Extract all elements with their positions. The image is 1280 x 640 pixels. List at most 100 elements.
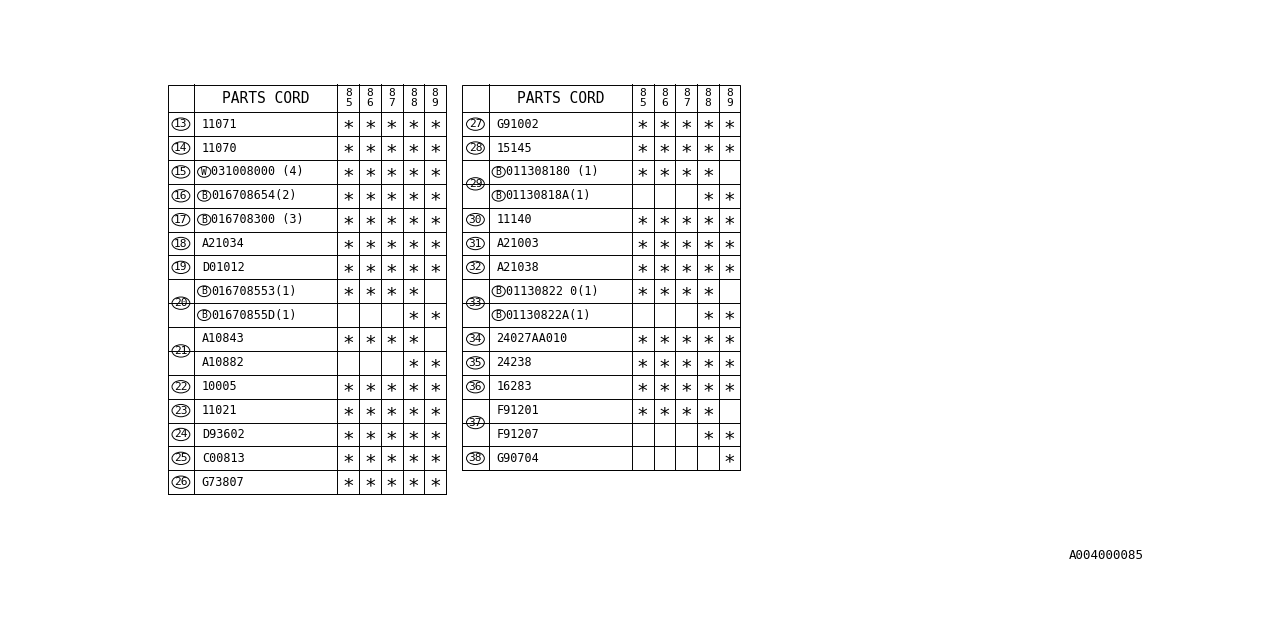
Text: ∗: ∗ [429,138,442,157]
Text: ∗: ∗ [429,115,442,134]
Text: ∗: ∗ [681,210,692,229]
Text: ∗: ∗ [385,115,398,134]
Text: 8
9: 8 9 [726,88,733,108]
Text: ∗: ∗ [723,330,736,349]
Text: 15: 15 [174,167,188,177]
Text: ∗: ∗ [429,401,442,420]
Text: ∗: ∗ [701,186,714,205]
Text: ∗: ∗ [681,353,692,372]
Text: ∗: ∗ [429,377,442,396]
Text: A004000085: A004000085 [1069,549,1144,562]
Text: 27: 27 [468,119,483,129]
Text: ∗: ∗ [637,163,649,181]
Text: ∗: ∗ [723,234,736,253]
Text: 14: 14 [174,143,188,153]
Text: G91002: G91002 [497,118,539,131]
Text: 031008000 (4): 031008000 (4) [211,165,303,179]
Text: ∗: ∗ [343,115,355,134]
Text: 01130822 0(1): 01130822 0(1) [506,285,598,298]
Text: ∗: ∗ [343,330,355,349]
Text: ∗: ∗ [385,282,398,301]
Text: 21: 21 [174,346,188,356]
Text: ∗: ∗ [364,377,376,396]
Text: F91207: F91207 [497,428,539,441]
Text: ∗: ∗ [637,282,649,301]
Text: ∗: ∗ [407,377,420,396]
Text: W: W [201,167,207,177]
Text: ∗: ∗ [659,258,671,277]
Text: ∗: ∗ [637,115,649,134]
Text: 29: 29 [468,179,483,189]
Text: 24: 24 [174,429,188,440]
Text: 36: 36 [468,381,483,392]
Text: 13: 13 [174,119,188,129]
Text: ∗: ∗ [343,210,355,229]
Text: ∗: ∗ [343,186,355,205]
Text: 11140: 11140 [497,213,532,226]
Text: ∗: ∗ [681,115,692,134]
Text: ∗: ∗ [659,138,671,157]
Text: ∗: ∗ [385,425,398,444]
Text: D01012: D01012 [202,261,244,274]
Text: ∗: ∗ [429,425,442,444]
Text: ∗: ∗ [701,115,714,134]
Text: 35: 35 [468,358,483,368]
Text: 8
7: 8 7 [388,88,396,108]
Text: ∗: ∗ [659,282,671,301]
Text: ∗: ∗ [407,401,420,420]
Text: ∗: ∗ [681,330,692,349]
Text: ∗: ∗ [385,234,398,253]
Bar [168,84,445,494]
Text: ∗: ∗ [723,210,736,229]
Text: D93602: D93602 [202,428,244,441]
Text: C00813: C00813 [202,452,244,465]
Text: ∗: ∗ [723,186,736,205]
Text: B: B [201,286,207,296]
Text: ∗: ∗ [429,186,442,205]
Text: 8
7: 8 7 [682,88,690,108]
Text: ∗: ∗ [429,449,442,468]
Text: 24027AA010: 24027AA010 [497,333,567,346]
Text: 8
6: 8 6 [662,88,668,108]
Text: B: B [495,286,502,296]
Text: ∗: ∗ [723,138,736,157]
Text: ∗: ∗ [659,330,671,349]
Text: ∗: ∗ [364,163,376,181]
Text: ∗: ∗ [407,425,420,444]
Text: ∗: ∗ [385,377,398,396]
Text: 8
6: 8 6 [366,88,374,108]
Text: ∗: ∗ [343,138,355,157]
Text: ∗: ∗ [637,234,649,253]
Text: ∗: ∗ [701,306,714,324]
Text: ∗: ∗ [385,163,398,181]
Text: B: B [495,310,502,320]
Text: ∗: ∗ [637,138,649,157]
Text: ∗: ∗ [364,138,376,157]
Text: 33: 33 [468,298,483,308]
Text: 16: 16 [174,191,188,201]
Text: 11070: 11070 [202,141,238,154]
Text: ∗: ∗ [637,401,649,420]
Text: ∗: ∗ [407,258,420,277]
Text: ∗: ∗ [701,210,714,229]
Text: ∗: ∗ [723,306,736,324]
Text: ∗: ∗ [407,210,420,229]
Text: ∗: ∗ [681,163,692,181]
Text: ∗: ∗ [343,449,355,468]
Text: ∗: ∗ [429,234,442,253]
Text: G90704: G90704 [497,452,539,465]
Text: ∗: ∗ [681,258,692,277]
Text: ∗: ∗ [681,401,692,420]
Text: ∗: ∗ [407,115,420,134]
Text: ∗: ∗ [681,138,692,157]
Text: 8
9: 8 9 [431,88,439,108]
Text: 20: 20 [174,298,188,308]
Text: 32: 32 [468,262,483,273]
Text: ∗: ∗ [701,163,714,181]
Text: ∗: ∗ [723,353,736,372]
Text: B: B [201,310,207,320]
Text: ∗: ∗ [701,138,714,157]
Text: ∗: ∗ [723,449,736,468]
Text: ∗: ∗ [407,449,420,468]
Text: 011308180 (1): 011308180 (1) [506,165,598,179]
